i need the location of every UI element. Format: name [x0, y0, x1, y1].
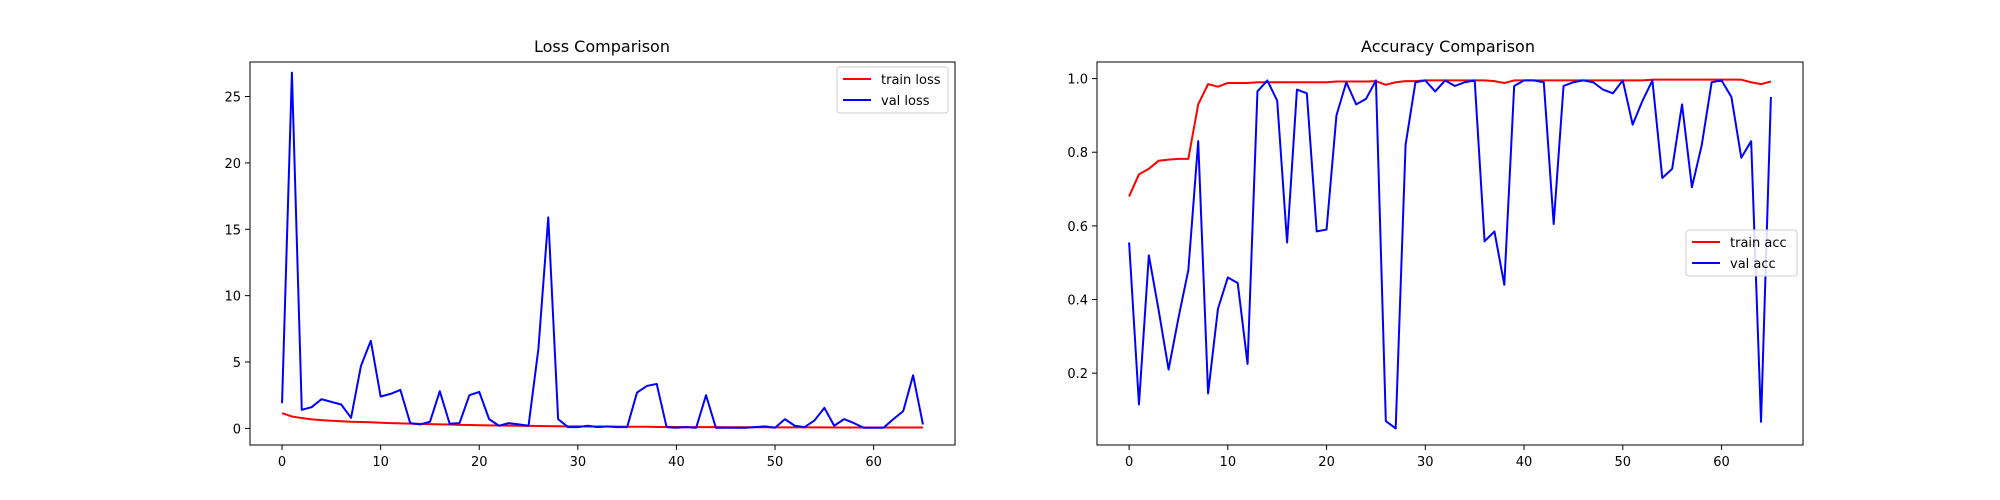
x-tick-label: 10: [372, 455, 389, 470]
y-tick-label: 0.4: [1067, 294, 1088, 309]
legend: train loss val loss: [836, 66, 949, 114]
y-tick-label: 0: [233, 422, 241, 437]
loss-chart: Loss Comparison 0 10 20 30 40 50 600510152025 …: [224, 37, 956, 470]
x-tick-label: 40: [668, 455, 685, 470]
chart-title: Loss Comparison: [534, 37, 670, 56]
x-tick-label: 10: [1220, 455, 1237, 470]
plot-area: 0 10 20 30 40 50 60 0.2 0.4 0.6 0.8 1.0: [1067, 61, 1804, 470]
x-tick-label: 60: [865, 455, 882, 470]
series-line-val-acc: [1128, 79, 1772, 430]
x-tick-label: 30: [570, 455, 587, 470]
legend-label-train-loss: train loss: [881, 73, 941, 88]
x-tick-label: 60: [1713, 455, 1730, 470]
x-tick-label: 50: [1615, 455, 1632, 470]
legend-label-train-acc: train acc: [1730, 236, 1787, 251]
legend: train acc val acc: [1685, 229, 1798, 277]
axes-frame: [249, 61, 956, 446]
x-tick-label: 50: [767, 455, 784, 470]
x-tick-label: 20: [471, 455, 488, 470]
legend-label-val-acc: val acc: [1730, 257, 1776, 272]
y-tick-label: 0.6: [1067, 220, 1088, 235]
x-tick-label: 40: [1516, 455, 1533, 470]
y-tick-label: 15: [224, 223, 241, 238]
series-line-val-loss: [281, 71, 924, 429]
chart-title: Accuracy Comparison: [1361, 37, 1535, 56]
series-line-train-acc: [1128, 78, 1772, 197]
y-tick-label: 1.0: [1067, 73, 1088, 88]
y-tick-label: 20: [224, 157, 241, 172]
y-tick-label: 0.8: [1067, 146, 1088, 161]
x-tick-label: 20: [1318, 455, 1335, 470]
x-tick-label: 0: [1125, 455, 1133, 470]
axes-frame: [1096, 61, 1804, 446]
accuracy-chart: Accuracy Comparison 0 10 20 30 40 50 600.20.40…: [1067, 37, 1804, 470]
y-tick-label: 10: [224, 290, 241, 305]
x-tick-label: 30: [1417, 455, 1434, 470]
y-tick-label: 5: [233, 356, 241, 371]
legend-label-val-loss: val loss: [881, 94, 930, 109]
y-tick-label: 0.2: [1067, 367, 1088, 382]
x-tick-label: 0: [278, 455, 286, 470]
plot-area: 0 10 20 30 40 50 60 0 5 10 15 20 25: [224, 61, 956, 470]
y-tick-label: 25: [224, 91, 241, 106]
